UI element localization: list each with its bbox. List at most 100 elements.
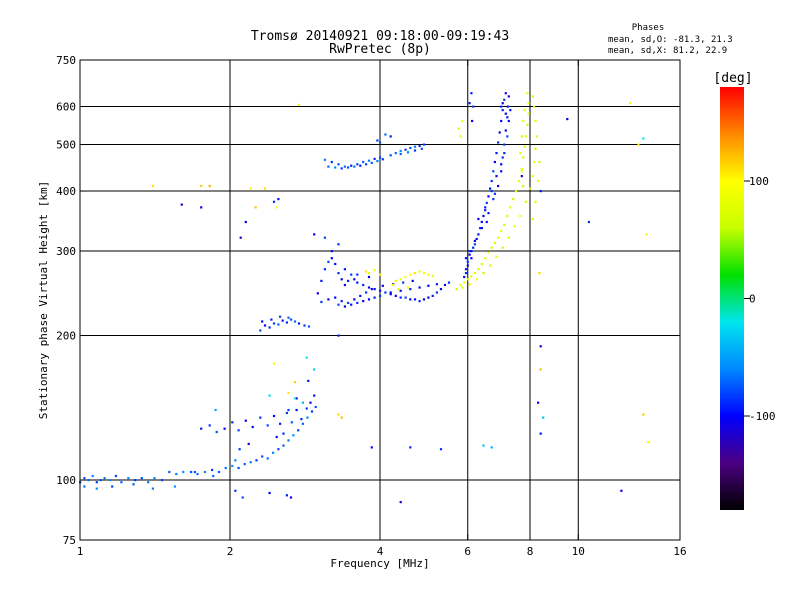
data-point [443,283,447,287]
data-point [255,459,258,462]
data-point [489,264,492,267]
data-point [534,200,537,203]
data-point [527,112,530,115]
data-point [524,200,528,203]
data-point [362,283,365,287]
data-point [461,119,464,123]
data-point [463,275,466,279]
data-point [359,294,362,297]
data-point [277,198,280,201]
colorbar-label: [deg] [713,71,752,86]
data-point [314,405,317,409]
data-point [244,419,247,422]
phase-stats-x: mean, sd,X: 81.2, 22.9 [608,46,727,56]
data-point [347,279,350,282]
data-point [506,214,509,218]
data-point [285,321,288,324]
data-point [237,466,240,470]
data-point [200,206,203,209]
data-point [95,487,98,490]
data-point [381,158,384,161]
data-point [480,220,483,224]
data-point [334,262,337,266]
data-point [334,166,337,169]
data-point [281,319,284,322]
data-point [409,298,412,301]
data-point [237,429,240,432]
data-point [290,421,293,424]
data-point [243,463,246,466]
data-point [305,407,308,410]
data-point [259,329,262,332]
data-point [373,288,376,291]
data-point [482,214,485,218]
data-point [249,187,252,190]
data-point [487,195,490,198]
data-point [409,146,412,150]
data-point [402,281,405,284]
data-point [477,268,480,271]
data-point [466,278,469,281]
data-point [503,98,506,101]
data-point [490,179,493,183]
data-point [497,236,500,239]
data-point [151,487,154,490]
data-point [404,148,407,151]
data-point [534,119,537,123]
data-point [484,257,487,260]
data-point [297,103,301,106]
data-point [287,408,290,412]
colorbar-ticks: 100 0 -100 [744,175,776,423]
data-point [327,165,330,168]
data-point [422,143,426,146]
data-point [91,474,94,478]
data-point [466,260,469,263]
data-point [647,441,650,444]
data-point [620,489,623,492]
data-point [493,192,496,195]
data-point [287,316,290,319]
data-point [520,175,523,178]
data-point [347,166,350,169]
data-point [399,152,402,156]
data-point [343,283,346,287]
y-tick-label: 300 [56,245,76,258]
data-point [370,161,373,164]
data-point [153,477,156,480]
data-point [350,273,353,276]
data-point [212,474,215,478]
data-point [127,477,130,480]
data-point [439,288,443,291]
data-point [468,253,471,256]
x-tick-label: 16 [673,545,686,558]
x-tick-label: 6 [464,545,471,558]
y-tick-label: 500 [56,139,76,152]
data-point [379,289,382,292]
data-point [399,296,402,299]
data-point [427,273,430,276]
data-point [323,268,326,271]
data-point [95,481,98,484]
data-point [83,485,86,488]
data-point [277,448,280,451]
data-point [485,220,488,224]
colorbar-tick-label: 0 [749,293,756,306]
data-point [182,470,185,474]
data-point [376,139,379,142]
data-point [507,119,510,123]
data-point [350,303,353,306]
data-point [500,119,503,123]
data-point [373,157,376,160]
data-point [272,200,276,203]
data-point [190,470,193,474]
data-point [323,236,326,239]
x-tick-label: 4 [377,545,384,558]
data-point [301,422,304,425]
data-point [504,112,507,115]
data-point [367,159,371,162]
data-point [495,255,498,258]
data-point [356,281,359,284]
data-point [147,481,150,484]
data-point [279,315,282,318]
